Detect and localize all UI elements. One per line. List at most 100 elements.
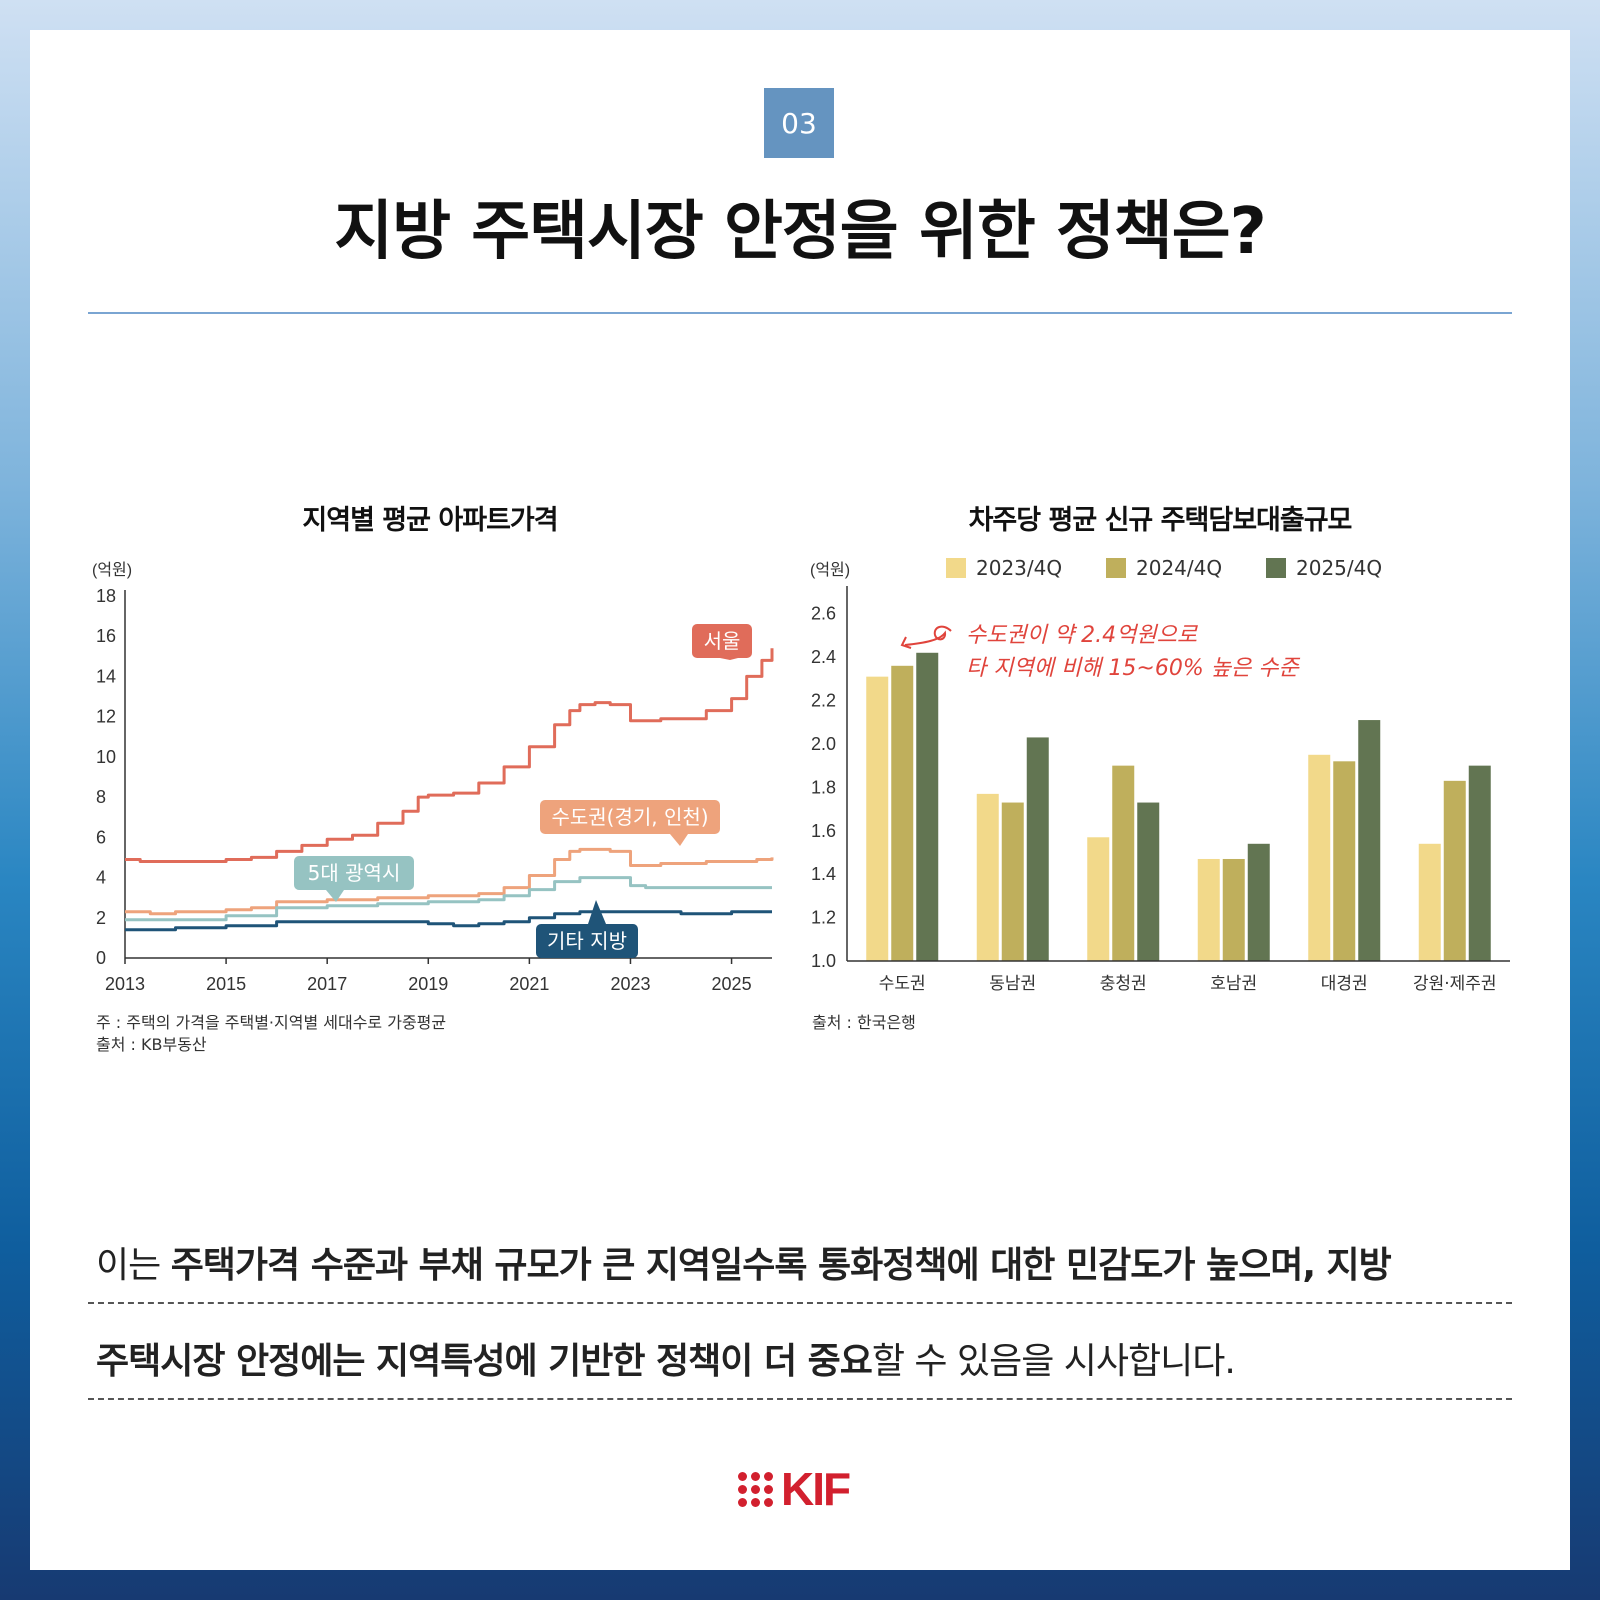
body-line-2-plain: 할 수 있음을 시사합니다.: [871, 1341, 1236, 1382]
bar-동남권-2025/4Q: [1026, 737, 1049, 961]
y-tick-label: 0: [96, 948, 106, 968]
bar-chart: (억원) 1.0 1.2 1.4 1.6 1.8 2.0 2.2 2.4 2.6 수도권 동남권 충청권…: [810, 561, 1510, 994]
y-tick-label: 1.8: [811, 777, 836, 797]
series-label-box: [692, 624, 752, 658]
annotation-arrow: [904, 625, 952, 646]
section-number-badge: 03: [764, 88, 834, 158]
series-label-tail: [588, 900, 606, 924]
annotation-arrowhead: [900, 636, 912, 649]
y-tick-label: 18: [96, 586, 116, 606]
body-line-1-plain: 이는: [96, 1245, 171, 1286]
bar-호남권-2025/4Q: [1247, 843, 1270, 961]
bar-chart-source: 출처 : 한국은행: [812, 1013, 916, 1032]
y-tick-label: 2.0: [811, 734, 836, 754]
x-tick-label: 2013: [105, 974, 145, 994]
bar-동남권-2023/4Q: [976, 793, 999, 961]
kif-logo: KIF: [738, 1463, 851, 1515]
y-axis-unit: (억원): [810, 561, 850, 579]
bar-호남권-2024/4Q: [1222, 858, 1245, 961]
bar-충청권-2024/4Q: [1112, 765, 1135, 961]
y-axis-unit: (억원): [92, 561, 132, 579]
x-category-label: 강원·제주권: [1413, 974, 1497, 994]
series-label-tail: [670, 834, 688, 846]
y-tick-label: 1.6: [811, 821, 836, 841]
bar-동남권-2024/4Q: [1001, 802, 1024, 961]
line-chart-title: 지역별 평균 아파트가격: [302, 505, 558, 536]
series-label: 수도권(경기, 인천): [551, 805, 708, 829]
legend-swatch: [946, 558, 966, 578]
bar-대경권-2024/4Q: [1333, 761, 1356, 961]
series-label-tail: [720, 658, 738, 660]
y-tick-label: 4: [96, 868, 106, 888]
bar-충청권-2023/4Q: [1087, 837, 1110, 961]
line-chart-notes: 주 : 주택의 가격을 주택별·지역별 세대수로 가중평균 출처 : KB부동산: [96, 1012, 446, 1056]
bar-수도권-2023/4Q: [866, 676, 889, 961]
y-tick-label: 16: [96, 626, 116, 646]
bar-강원·제주권-2025/4Q: [1468, 765, 1491, 961]
x-category-label: 호남권: [1210, 974, 1257, 994]
y-tick-label: 8: [96, 787, 106, 807]
body-line-1: 이는 주택가격 수준과 부채 규모가 큰 지역일수록 통화정책에 대한 민감도가…: [96, 1236, 1516, 1288]
x-tick-label: 2023: [610, 974, 650, 994]
y-tick-label: 14: [96, 666, 116, 686]
bar-충청권-2025/4Q: [1137, 802, 1160, 961]
y-tick-label: 12: [96, 707, 116, 727]
bar-chart-title: 차주당 평균 신규 주택담보대출규모: [968, 505, 1353, 536]
x-category-label: 수도권: [879, 974, 926, 994]
series-label-box: [294, 856, 414, 890]
annotation-line-2: 타 지역에 비해 15~60% 높은 수준: [966, 656, 1300, 681]
y-tick-label: 2: [96, 908, 106, 928]
series-label: 5대 광역시: [308, 861, 401, 885]
x-tick-label: 2021: [509, 974, 549, 994]
series-line-3: [125, 910, 772, 932]
body-line-2-bold: 주택시장 안정에는 지역특성에 기반한 정책이 더 중요: [96, 1341, 873, 1382]
bar-수도권-2025/4Q: [916, 652, 939, 961]
y-tick-label: 2.4: [811, 647, 836, 667]
series-label: 서울: [704, 629, 741, 653]
legend-swatch: [1106, 558, 1126, 578]
legend-2024: 2024/4Q: [1106, 556, 1222, 580]
series-line-2: [125, 876, 772, 922]
x-tick-label: 2015: [206, 974, 246, 994]
dashed-divider: [88, 1398, 1512, 1400]
y-tick-label: 1.2: [811, 908, 836, 928]
series-line-0: [125, 648, 774, 863]
x-tick-label: 2019: [408, 974, 448, 994]
legend-swatch: [1266, 558, 1286, 578]
legend-2023: 2023/4Q: [946, 556, 1062, 580]
x-category-label: 동남권: [989, 974, 1036, 994]
y-tick-label: 2.2: [811, 691, 836, 711]
series-label-box: [540, 800, 720, 834]
x-tick-label: 2025: [712, 974, 752, 994]
bar-수도권-2024/4Q: [891, 665, 914, 961]
legend-label: 2023/4Q: [976, 556, 1063, 580]
logo-text: KIF: [781, 1463, 851, 1515]
legend-2025: 2025/4Q: [1266, 556, 1382, 580]
y-tick-label: 6: [96, 827, 106, 847]
series-label-box: [536, 924, 638, 958]
series-label: 기타 지방: [547, 929, 627, 953]
line-chart-source: 출처 : KB부동산: [96, 1035, 207, 1054]
y-tick-label: 1.4: [811, 864, 836, 884]
bar-대경권-2025/4Q: [1358, 720, 1381, 961]
bar-호남권-2023/4Q: [1197, 858, 1220, 961]
annotation-line-1: 수도권이 약 2.4억원으로: [966, 623, 1199, 648]
title-divider: [88, 312, 1512, 314]
legend-label: 2024/4Q: [1136, 556, 1223, 580]
series-label-tail: [326, 890, 344, 902]
x-tick-label: 2017: [307, 974, 347, 994]
x-category-label: 충청권: [1100, 974, 1147, 994]
y-tick-label: 2.6: [811, 604, 836, 624]
y-tick-label: 1.0: [811, 951, 836, 971]
dashed-divider: [88, 1302, 1512, 1304]
body-line-1-bold: 주택가격 수준과 부채 규모가 큰 지역일수록 통화정책에 대한 민감도가 높으…: [170, 1245, 1392, 1286]
page-title: 지방 주택시장 안정을 위한 정책은?: [334, 195, 1267, 269]
bar-대경권-2023/4Q: [1308, 754, 1331, 961]
y-tick-label: 10: [96, 747, 116, 767]
line-chart: (억원) 0 2 4 6 8 10 12 14 16 18 2013 2015 2017 2019 2021 2…: [92, 561, 774, 994]
body-line-2: 주택시장 안정에는 지역특성에 기반한 정책이 더 중요할 수 있음을 시사합니…: [96, 1332, 1516, 1384]
series-line-1: [125, 847, 774, 916]
bar-강원·제주권-2024/4Q: [1443, 780, 1466, 961]
x-category-label: 대경권: [1321, 974, 1368, 994]
legend-label: 2025/4Q: [1296, 556, 1383, 580]
